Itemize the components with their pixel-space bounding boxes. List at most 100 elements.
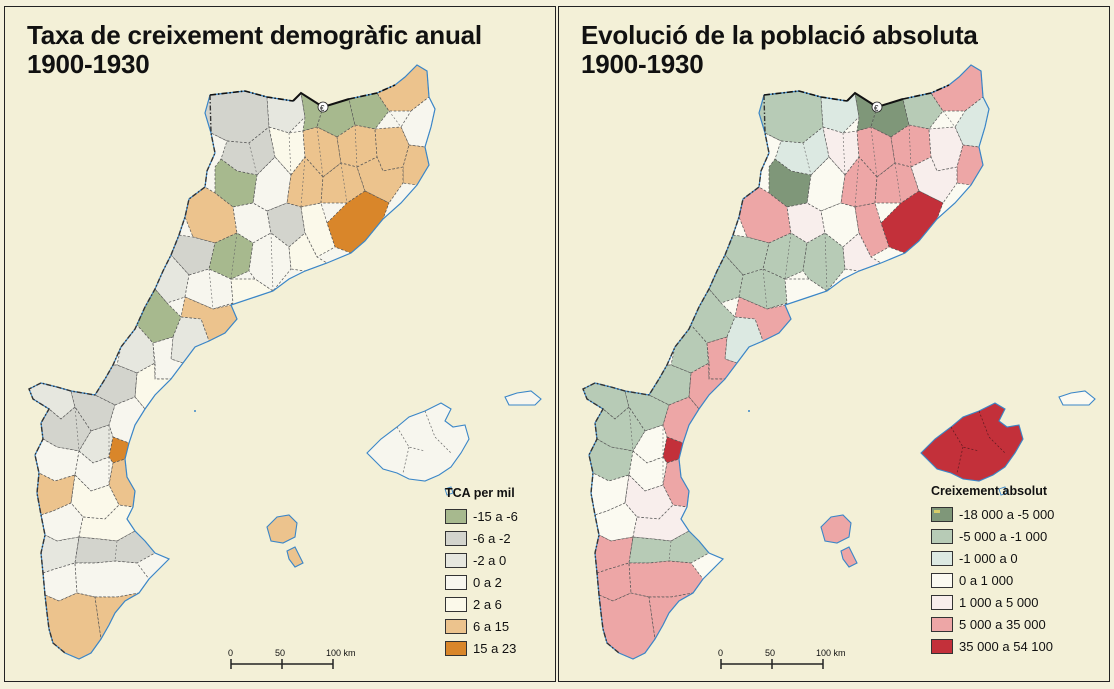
comarca-border xyxy=(628,536,634,564)
legend-title: TCA per mil xyxy=(445,486,515,500)
comarca-border xyxy=(300,156,306,208)
legend-swatch xyxy=(445,552,467,568)
comarca-border xyxy=(842,132,846,176)
legend-label: -15 a -6 xyxy=(473,508,518,524)
legend-item: 0 a 2 xyxy=(445,571,518,593)
comarca-border xyxy=(762,268,768,310)
comarca-region xyxy=(842,232,882,272)
comarca-region xyxy=(248,232,292,292)
comarca-region xyxy=(688,362,726,410)
legend-swatch xyxy=(931,616,953,632)
comarca-region xyxy=(184,186,238,244)
legend-swatch xyxy=(931,550,953,566)
territory-map: € xyxy=(28,64,542,660)
scale-bar: 0 50 100 km xyxy=(227,648,367,678)
comarca-border xyxy=(210,132,228,142)
island-eivissa xyxy=(266,514,298,544)
comarca-border xyxy=(270,232,274,292)
comarca-region xyxy=(288,232,328,272)
map-title-years: 1900-1930 xyxy=(27,49,150,79)
scale-label-0: 0 xyxy=(228,648,234,658)
andorra-symbol: € xyxy=(874,104,879,113)
legend-swatch xyxy=(931,572,953,588)
comarca-border xyxy=(806,174,812,204)
comarca-region xyxy=(598,592,656,660)
inland-border xyxy=(28,94,216,654)
legend-item: 1 000 a 5 000 xyxy=(931,591,1054,613)
island-mallorca xyxy=(366,402,470,482)
comarca-border xyxy=(628,406,634,452)
andorra-marker xyxy=(317,101,329,113)
comarca-border xyxy=(76,592,96,598)
comarca-region xyxy=(208,232,254,280)
comarca-border xyxy=(942,110,956,128)
comarca-region xyxy=(628,530,710,564)
comarca-region xyxy=(134,362,172,410)
comarca-region xyxy=(70,390,116,432)
comarca-border xyxy=(824,232,828,292)
map-panel-growth-rate: Taxa de creixement demogràfic anual 1900… xyxy=(4,6,556,682)
comarca-border xyxy=(316,126,324,178)
legend-label: 6 a 15 xyxy=(473,618,510,634)
scale-label-0: 0 xyxy=(718,648,724,658)
comarca-region xyxy=(74,530,156,564)
comarca-region xyxy=(738,186,792,244)
comarca-border xyxy=(74,406,80,452)
scale-bar: 0 50 100 km xyxy=(717,648,857,678)
comarca-region xyxy=(596,562,632,602)
legend-label: 1 000 a 5 000 xyxy=(959,594,1039,610)
comarca-region xyxy=(74,560,150,598)
comarca-border xyxy=(288,132,292,176)
comarca-border xyxy=(248,142,258,176)
inland-border xyxy=(582,94,770,654)
island-eivissa xyxy=(820,514,852,544)
comarca-region xyxy=(786,202,826,244)
legend: TCA per mil -15 a -6 -6 a -2 -2 a 0 0 a 2 2 … xyxy=(445,486,518,659)
legend-item: 6 a 15 xyxy=(445,615,518,637)
map-title-line1: Taxa de creixement demogràfic anual xyxy=(27,20,482,50)
legend-item: 15 a 23 xyxy=(445,637,518,659)
comarca-region xyxy=(762,232,808,280)
legend-label: 0 a 1 000 xyxy=(959,572,1014,588)
andorra-symbol: € xyxy=(320,104,325,113)
legend-swatch xyxy=(931,594,953,610)
legend-item: 2 a 6 xyxy=(445,593,518,615)
map-title-line1: Evolució de la població absoluta xyxy=(581,20,978,50)
legend-swatch xyxy=(445,574,467,590)
legend-item: 5 000 a 35 000 xyxy=(931,613,1054,635)
comarca-region xyxy=(624,390,670,432)
island-cabrera xyxy=(444,486,454,496)
comarca-region xyxy=(632,504,690,542)
legend-title: Creixement absolut xyxy=(931,484,1048,498)
map-title: Taxa de creixement demogràfic anual 1900… xyxy=(27,21,482,79)
pyrenees-border xyxy=(209,84,396,102)
legend-swatch xyxy=(445,530,467,546)
comarca-border xyxy=(802,142,812,176)
scale-label-50: 50 xyxy=(275,648,286,658)
legend-label: -6 a -2 xyxy=(473,530,511,546)
comarca-border xyxy=(70,474,76,504)
legend-label: 0 a 2 xyxy=(473,574,502,590)
comarca-border xyxy=(252,174,258,204)
french-border xyxy=(292,91,350,109)
legend-item: -1 000 a 0 xyxy=(931,547,1054,569)
islet-dot xyxy=(194,410,196,412)
comarca-border xyxy=(668,540,672,562)
island-cabrera xyxy=(998,486,1008,496)
comarca-region xyxy=(628,560,704,598)
legend-swatch xyxy=(445,596,467,612)
scale-label-50: 50 xyxy=(765,648,776,658)
comarca-region xyxy=(802,232,846,292)
comarca-region xyxy=(724,234,770,276)
island-mallorca xyxy=(920,402,1024,482)
legend-label: -1 000 a 0 xyxy=(959,550,1018,566)
scale-label-100: 100 km xyxy=(816,648,846,658)
islet-dot xyxy=(748,410,750,412)
comarca-border xyxy=(908,124,912,168)
comarca-border xyxy=(388,110,402,128)
french-border xyxy=(846,91,904,109)
legend-label: 5 000 a 35 000 xyxy=(959,616,1046,632)
comarca-region xyxy=(170,234,216,276)
comarca-region xyxy=(94,592,140,641)
island-menorca xyxy=(1058,390,1096,406)
